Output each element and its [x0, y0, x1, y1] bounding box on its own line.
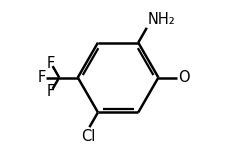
- Text: F: F: [38, 70, 46, 85]
- Text: O: O: [177, 70, 189, 85]
- Text: NH₂: NH₂: [147, 12, 174, 27]
- Text: F: F: [46, 56, 55, 71]
- Text: Cl: Cl: [81, 129, 95, 144]
- Text: F: F: [46, 84, 55, 99]
